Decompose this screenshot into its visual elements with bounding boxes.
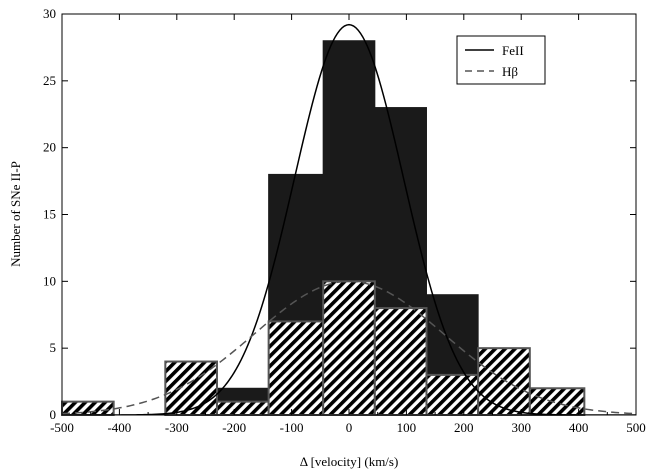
x-tick-label-6: 100 bbox=[397, 420, 417, 435]
x-tick-label-10: 500 bbox=[626, 420, 646, 435]
x-axis-title: Δ [velocity] (km/s) bbox=[300, 454, 399, 469]
x-tick-label-3: -200 bbox=[222, 420, 246, 435]
y-tick-label-4: 20 bbox=[43, 140, 56, 155]
feii-fit-curve bbox=[62, 23, 636, 415]
legend: FeII Hβ bbox=[456, 35, 546, 85]
y-tick-label-2: 10 bbox=[43, 273, 56, 288]
y-tick-label-5: 25 bbox=[43, 73, 56, 88]
x-tick-label-7: 200 bbox=[454, 420, 474, 435]
hbeta-bar-8 bbox=[477, 347, 531, 416]
axis-tick-labels: -500 -400 -300 -200 -100 0 100 200 300 400 500 0 5 10… bbox=[43, 6, 646, 435]
y-tick-label-6: 30 bbox=[43, 6, 56, 21]
x-tick-label-2: -300 bbox=[165, 420, 189, 435]
legend-hbeta-label: Hβ bbox=[502, 64, 518, 79]
hbeta-bar-6 bbox=[373, 307, 428, 417]
y-tick-label-3: 15 bbox=[43, 207, 56, 222]
legend-box bbox=[456, 35, 546, 85]
x-tick-label-1: -400 bbox=[107, 420, 131, 435]
hbeta-bars bbox=[61, 280, 586, 417]
y-axis-title: Number of SNe II-P bbox=[8, 161, 23, 267]
y-tick-label-0: 0 bbox=[50, 407, 57, 422]
axis-ticks bbox=[61, 13, 637, 416]
fit-curves bbox=[62, 23, 636, 415]
hbeta-bar-9 bbox=[528, 387, 586, 416]
x-tick-label-4: -100 bbox=[280, 420, 304, 435]
hbeta-fit-curve bbox=[62, 280, 636, 415]
hbeta-bar-5 bbox=[322, 280, 376, 417]
y-tick-label-1: 5 bbox=[50, 340, 57, 355]
legend-feii-label: FeII bbox=[502, 43, 524, 58]
x-tick-label-5: 0 bbox=[346, 420, 353, 435]
hbeta-bar-7 bbox=[425, 373, 480, 416]
x-tick-label-8: 300 bbox=[511, 420, 531, 435]
hbeta-bar-3 bbox=[215, 400, 270, 416]
x-tick-label-9: 400 bbox=[569, 420, 589, 435]
x-tick-label-0: -500 bbox=[50, 420, 74, 435]
hbeta-bar-4 bbox=[267, 320, 325, 416]
